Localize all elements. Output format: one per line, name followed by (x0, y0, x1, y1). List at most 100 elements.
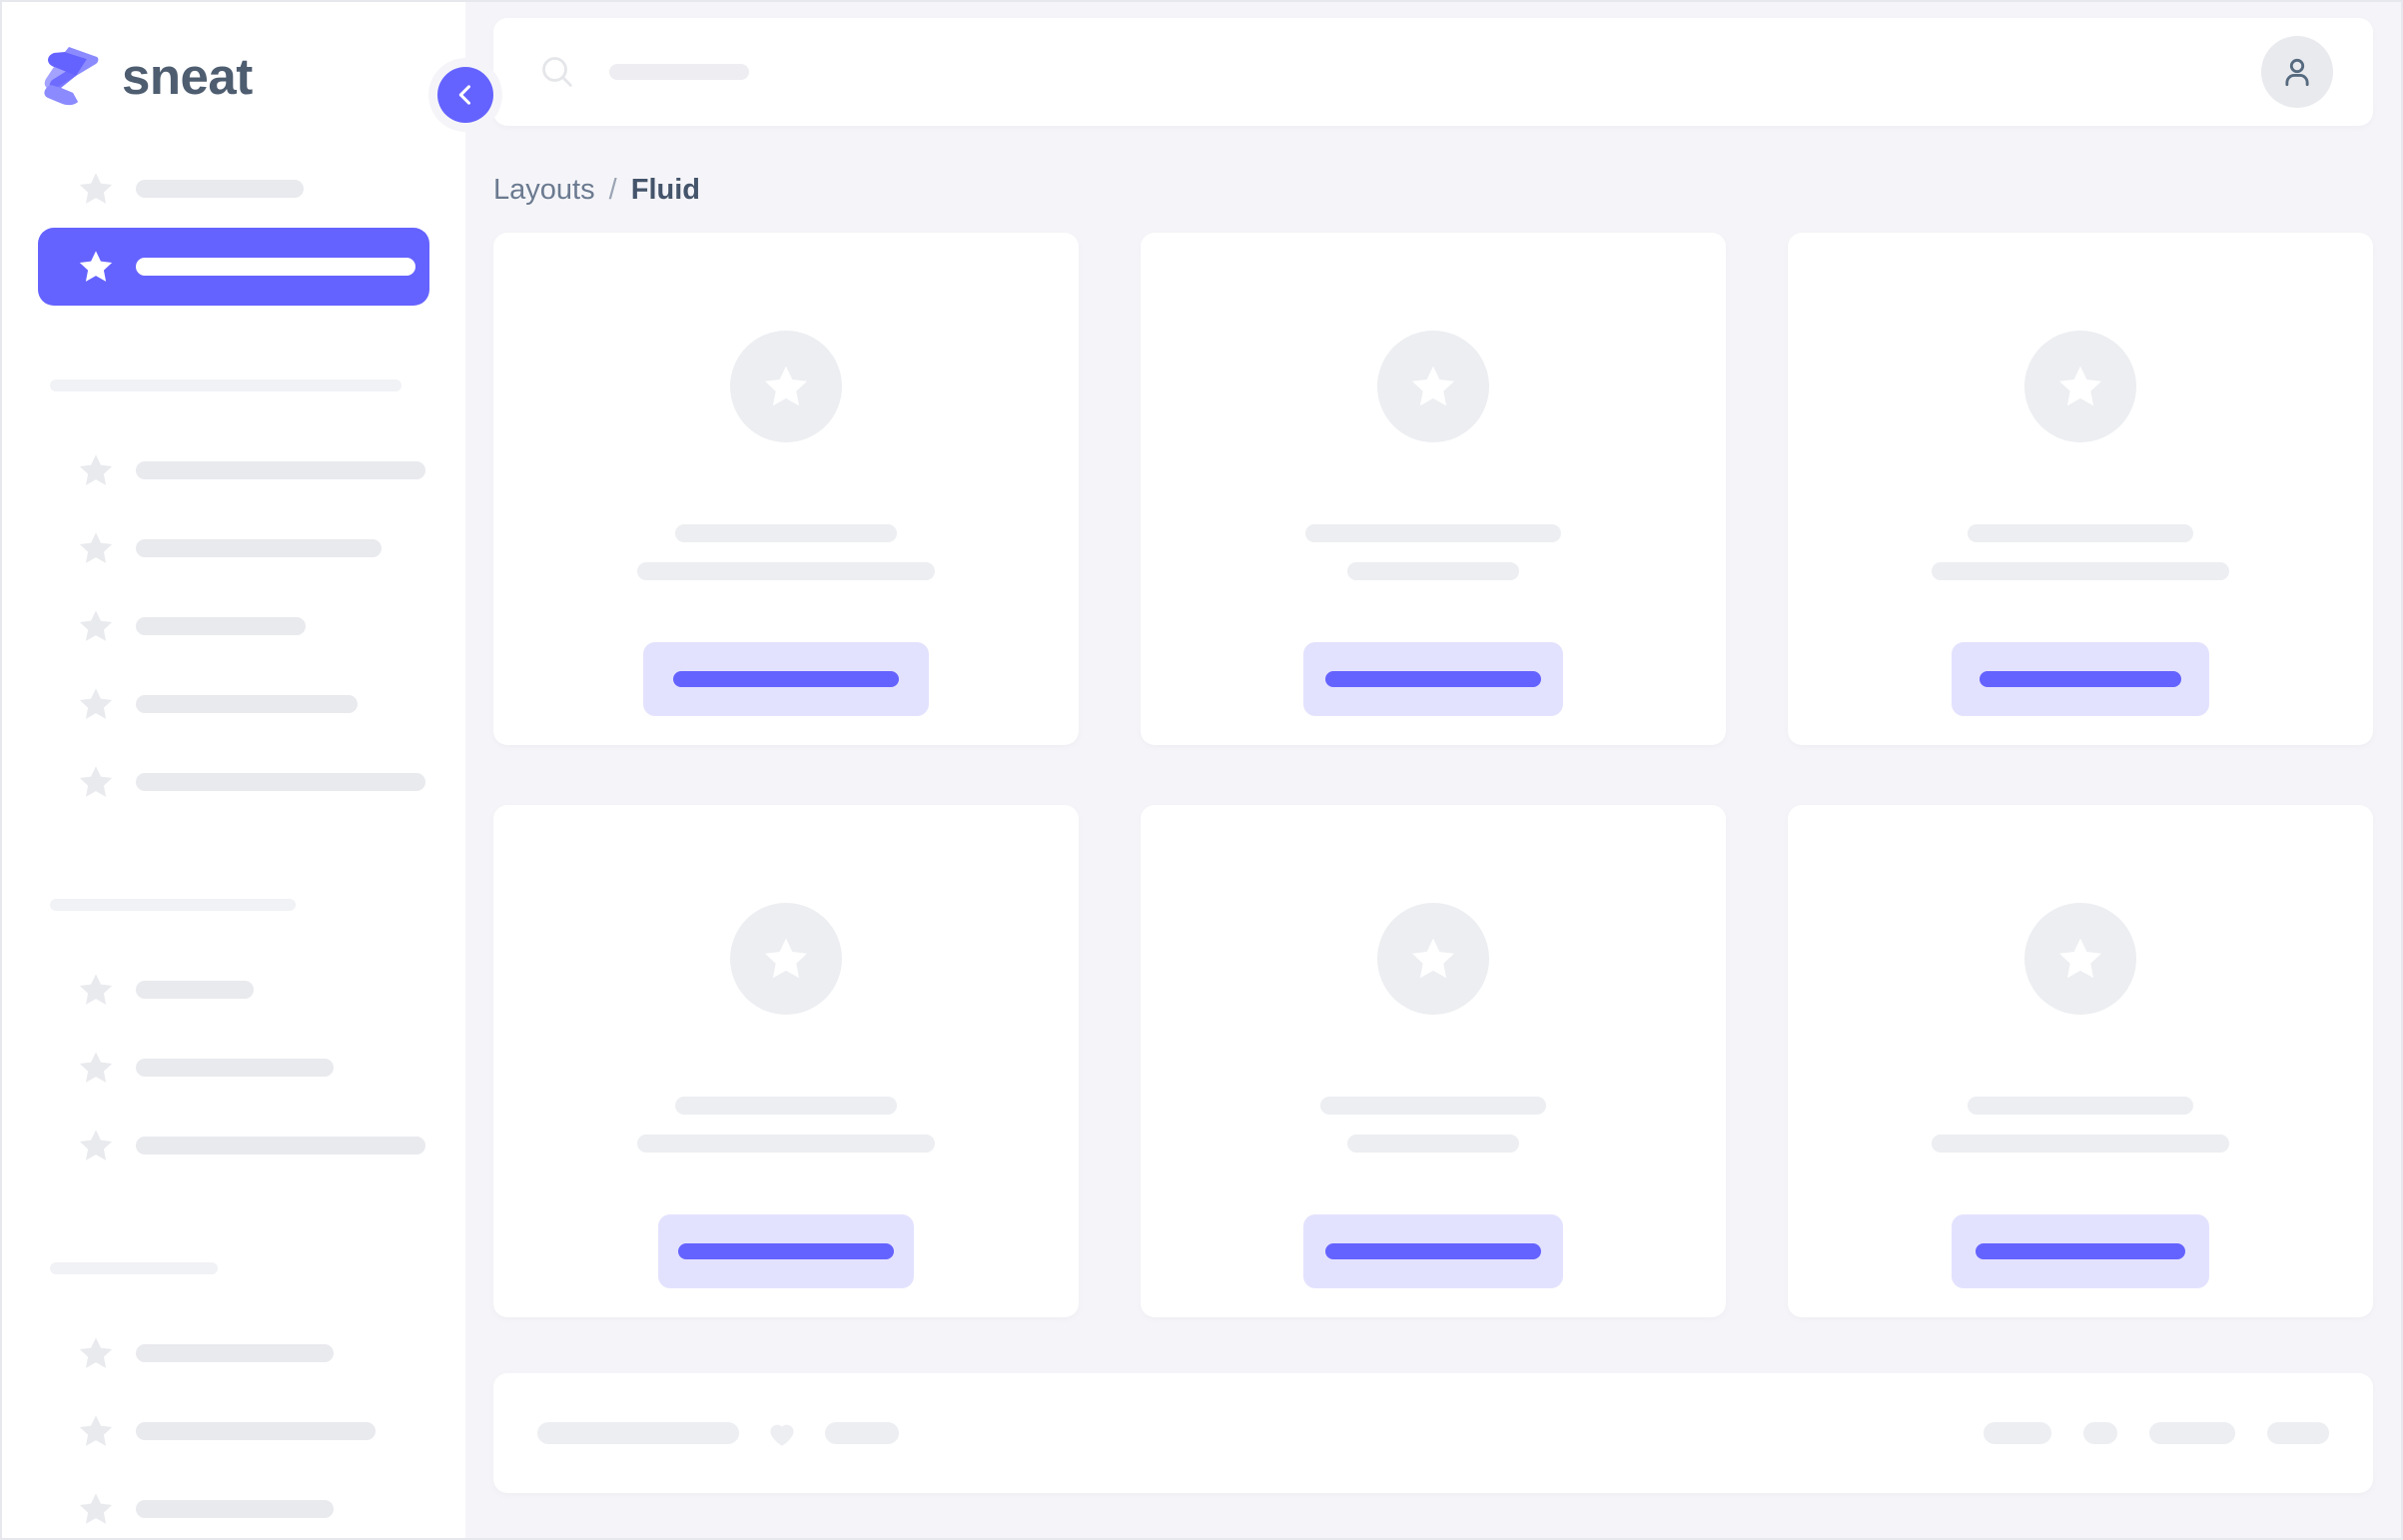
sidebar-item-active[interactable] (38, 228, 429, 306)
sidebar-item[interactable] (38, 951, 429, 1029)
sidebar-item[interactable] (38, 1470, 429, 1538)
footer-link-placeholder[interactable] (2149, 1422, 2235, 1444)
card-action-button[interactable] (643, 642, 929, 716)
sidebar-item-label-placeholder (136, 981, 254, 999)
star-icon (1411, 938, 1455, 979)
avatar[interactable] (2261, 36, 2333, 108)
sidebar-item-label-placeholder (136, 461, 425, 479)
card-action-button[interactable] (1303, 642, 1563, 716)
breadcrumb-current: Fluid (630, 174, 701, 206)
card-action-button-label-placeholder (1980, 671, 2181, 687)
footer-link-placeholder[interactable] (2267, 1422, 2329, 1444)
card-avatar (730, 331, 842, 442)
card-subtitle-placeholder (637, 562, 935, 580)
sidebar-section-label-placeholder (50, 1262, 218, 1274)
star-icon (764, 366, 808, 406)
sidebar-nav-group (2, 380, 465, 821)
sidebar-item[interactable] (38, 150, 429, 228)
card-title-placeholder (1968, 524, 2193, 542)
search-area[interactable] (537, 52, 2261, 92)
breadcrumb-separator: / (608, 174, 617, 206)
sidebar-item[interactable] (38, 743, 429, 821)
top-navbar (493, 18, 2373, 126)
sidebar-item[interactable] (38, 665, 429, 743)
sidebar-section-label-placeholder (50, 380, 401, 391)
sidebar-item-label-placeholder (136, 1344, 334, 1362)
sidebar-item-label-placeholder (136, 773, 425, 791)
card-action-button-label-placeholder (1325, 671, 1541, 687)
footer-link-placeholder[interactable] (2083, 1422, 2117, 1444)
star-icon (79, 766, 113, 797)
card-grid (493, 233, 2373, 1317)
heart-icon (765, 1416, 799, 1450)
footer (493, 1373, 2373, 1493)
sidebar-collapse-toggle[interactable] (428, 58, 502, 132)
main-content: Layouts / Fluid (465, 2, 2401, 1538)
sidebar-item-label-placeholder (136, 695, 358, 713)
card-subtitle-placeholder (1347, 1135, 1519, 1153)
card-action-button[interactable] (1952, 1214, 2209, 1288)
star-icon (79, 532, 113, 563)
star-icon (79, 1415, 113, 1446)
footer-right-group (1984, 1422, 2329, 1444)
sidebar-nav-group (2, 150, 465, 306)
search-placeholder-bar (609, 64, 749, 80)
sidebar-item-label-placeholder (136, 1059, 334, 1077)
content-card (1788, 233, 2373, 745)
card-avatar (1377, 903, 1489, 1015)
sidebar-nav (2, 150, 465, 1538)
sidebar-item[interactable] (38, 1029, 429, 1107)
content-card (1141, 805, 1726, 1317)
brand-name: sneat (122, 47, 253, 105)
star-icon (79, 1337, 113, 1368)
card-action-button[interactable] (1303, 1214, 1563, 1288)
card-subtitle-placeholder (637, 1135, 935, 1153)
card-action-button-label-placeholder (673, 671, 899, 687)
sidebar-item-label-placeholder (136, 1422, 376, 1440)
sidebar-item[interactable] (38, 431, 429, 509)
content-card (493, 233, 1079, 745)
star-icon (79, 974, 113, 1005)
card-avatar (1377, 331, 1489, 442)
chevron-left-icon (437, 67, 493, 123)
star-icon (79, 1493, 113, 1524)
star-icon (1411, 366, 1455, 406)
card-title-placeholder (675, 1097, 897, 1115)
card-action-button[interactable] (1952, 642, 2209, 716)
card-action-button-label-placeholder (678, 1243, 894, 1259)
sidebar-item-label-placeholder (136, 180, 304, 198)
footer-text-placeholder (825, 1422, 899, 1444)
brand[interactable]: sneat (2, 2, 465, 150)
sidebar-item-label-placeholder (136, 1137, 425, 1155)
card-subtitle-placeholder (1347, 562, 1519, 580)
sidebar-item-label-placeholder (136, 258, 415, 276)
content-card (1141, 233, 1726, 745)
star-icon (2058, 938, 2102, 979)
card-title-placeholder (675, 524, 897, 542)
breadcrumb-parent[interactable]: Layouts (493, 174, 595, 206)
card-avatar (2024, 331, 2136, 442)
star-icon (79, 173, 113, 204)
star-icon (79, 1130, 113, 1160)
sidebar-item-label-placeholder (136, 539, 382, 557)
sidebar-item[interactable] (38, 1107, 429, 1184)
footer-left-group (537, 1416, 899, 1450)
star-icon (79, 688, 113, 719)
card-avatar (730, 903, 842, 1015)
star-icon (2058, 366, 2102, 406)
footer-link-placeholder[interactable] (1984, 1422, 2051, 1444)
sidebar-item[interactable] (38, 509, 429, 587)
sneat-s-logo-icon (40, 45, 100, 107)
card-action-button[interactable] (658, 1214, 914, 1288)
card-subtitle-placeholder (1932, 1135, 2229, 1153)
sidebar-item-label-placeholder (136, 617, 306, 635)
star-icon (79, 454, 113, 485)
sidebar-item[interactable] (38, 1314, 429, 1392)
sidebar-item[interactable] (38, 1392, 429, 1470)
sidebar-nav-group (2, 1262, 465, 1538)
sidebar: sneat (2, 2, 502, 1538)
card-title-placeholder (1968, 1097, 2193, 1115)
sidebar-item[interactable] (38, 587, 429, 665)
card-action-button-label-placeholder (1325, 1243, 1541, 1259)
